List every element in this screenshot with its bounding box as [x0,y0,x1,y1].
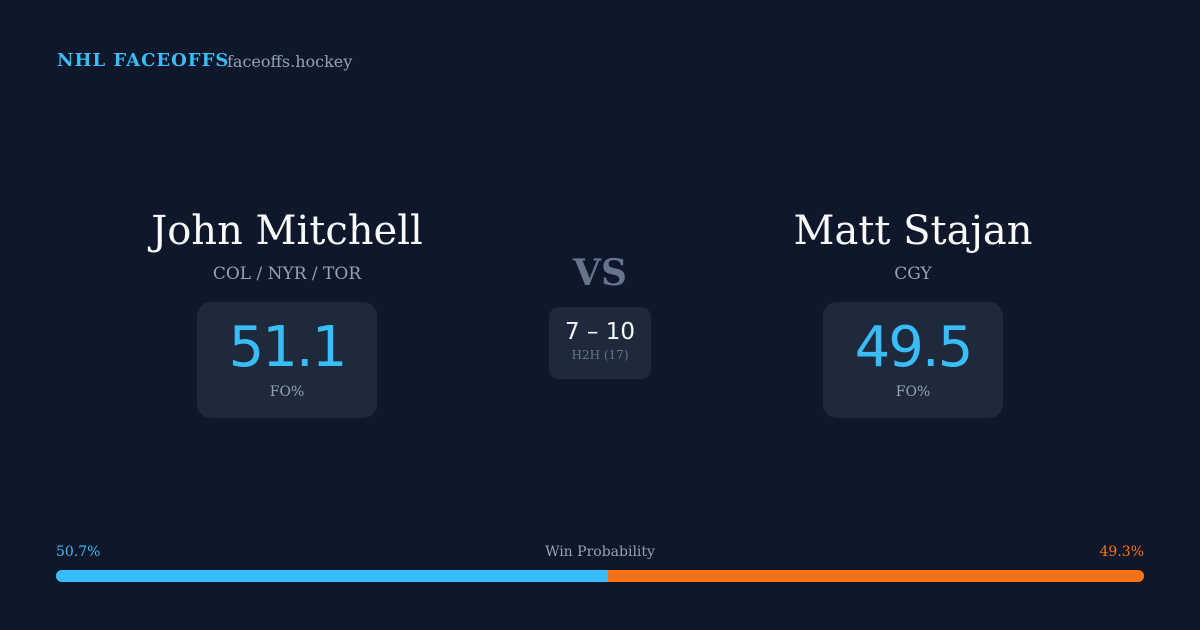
site-domain: faceoffs.hockey [227,52,353,71]
player-name: Matt Stajan [793,208,1033,254]
win-probability-left: 50.7% [56,544,101,560]
faceoff-percentage: 49.5 [854,315,974,380]
win-probability-right-fill [607,570,1144,582]
player-teams: COL / NYR / TOR [212,264,362,284]
faceoff-label: FO% [269,384,305,400]
head-to-head-score: 7 – 10 [564,319,636,345]
win-probability-bar [56,570,1144,582]
win-probability-right: 49.3% [1099,544,1144,560]
win-probability-label: Win Probability [545,544,655,560]
win-probability-left-fill [56,570,608,582]
brand-title: NHL FACEOFFS [57,50,230,71]
versus-label: VS [573,252,627,294]
head-to-head-card: 7 – 10 H2H (17) [549,307,651,379]
faceoff-stat-card: 51.1 FO% [196,302,378,418]
player-teams: CGY [894,264,932,284]
player-left: John Mitchell COL / NYR / TOR 51.1 FO% [87,208,487,418]
player-name: John Mitchell [151,208,423,254]
head-to-head-label: H2H (17) [571,348,629,362]
faceoff-label: FO% [895,384,931,400]
faceoff-percentage: 51.1 [228,315,348,380]
player-right: Matt Stajan CGY 49.5 FO% [713,208,1113,418]
faceoff-stat-card: 49.5 FO% [822,302,1004,418]
